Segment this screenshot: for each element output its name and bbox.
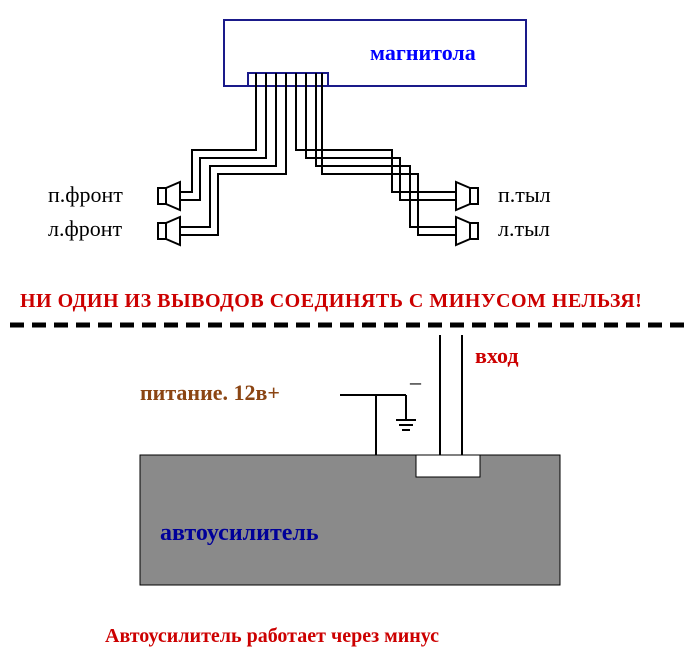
warning-text: НИ ОДИН ИЗ ВЫВОДОВ СОЕДИНЯТЬ С МИНУСОМ Н… <box>20 290 642 313</box>
footer-text: Автоусилитель работает через минус <box>105 625 439 648</box>
front-left-label: л.фронт <box>48 216 122 242</box>
power-label: питание. 12в+ <box>140 380 280 406</box>
rear-right-label: п.тыл <box>498 182 551 208</box>
bottom-wiring-svg: – <box>0 335 700 615</box>
svg-text:–: – <box>409 369 422 394</box>
speaker-icon <box>456 182 478 210</box>
top-wiring-svg <box>0 0 700 290</box>
radio-label: магнитола <box>370 40 476 66</box>
input-label: вход <box>475 343 519 369</box>
speaker-icon <box>456 217 478 245</box>
diagram-canvas: магнитола п.фронт л.фронт п.тыл л.тыл НИ… <box>0 0 700 666</box>
divider-line <box>0 320 700 330</box>
front-right-label: п.фронт <box>48 182 123 208</box>
amp-label: автоусилитель <box>160 520 319 547</box>
speaker-icon <box>158 182 180 210</box>
speaker-icon <box>158 217 180 245</box>
rear-left-label: л.тыл <box>498 216 550 242</box>
